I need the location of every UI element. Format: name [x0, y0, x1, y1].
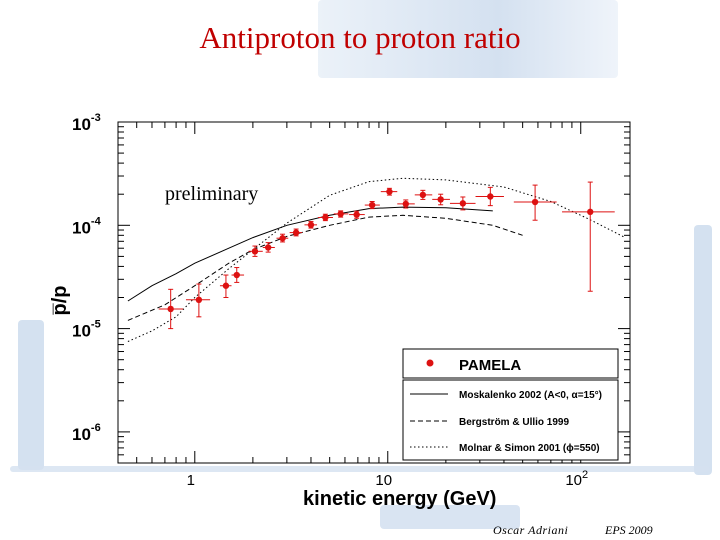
- data-point: [251, 248, 259, 255]
- data-point: [459, 200, 467, 207]
- legend-pamela-box: [402, 348, 619, 379]
- decorative-stripe-left: [18, 320, 44, 470]
- data-point: [386, 188, 393, 195]
- data-point: [195, 296, 203, 304]
- decorative-stripe-right: [694, 225, 712, 475]
- data-point: [368, 201, 376, 209]
- legend-pamela-marker: [426, 359, 434, 367]
- data-point: [587, 208, 594, 216]
- legend-model-label: Molnar & Simon 2001 (ϕ=550): [459, 443, 600, 454]
- data-point: [167, 305, 174, 313]
- data-point: [419, 191, 427, 199]
- curve-dashed: [127, 214, 523, 321]
- data-point: [353, 211, 360, 218]
- data-point: [322, 214, 329, 221]
- decorative-stripe-bottom: [10, 466, 710, 472]
- x-axis-label: kinetic energy (GeV): [303, 488, 496, 510]
- footer-event: EPS 2009: [605, 523, 653, 537]
- data-point: [222, 282, 230, 289]
- y-tick-label: 10-3: [72, 112, 101, 134]
- data-point: [307, 221, 315, 229]
- preliminary-annotation: preliminary: [165, 183, 258, 205]
- y-axis-label: p̅/p: [49, 286, 71, 316]
- y-tick-label: 10-6: [72, 422, 101, 444]
- decorative-stripe-bottom-2: [380, 505, 520, 529]
- y-tick-label: 10-5: [72, 319, 101, 341]
- decorative-stripe-top: [318, 0, 618, 78]
- data-point: [233, 271, 240, 279]
- x-tick-label: 10: [375, 472, 392, 489]
- x-tick-label: 1: [187, 472, 195, 489]
- data-point: [437, 196, 444, 203]
- curve-solid: [127, 206, 493, 302]
- footer-author: Oscar Adriani: [493, 523, 569, 537]
- x-tick-label: 102: [565, 469, 588, 489]
- data-point: [279, 235, 286, 242]
- data-point: [487, 193, 494, 200]
- data-point: [337, 210, 344, 218]
- legend-model-label: Bergström & Ullio 1999: [459, 417, 569, 428]
- data-point: [264, 244, 272, 251]
- legend-pamela-label: PAMELA: [459, 357, 521, 374]
- data-point: [531, 198, 539, 206]
- data-point: [402, 200, 409, 208]
- data-point: [292, 229, 300, 236]
- y-tick-label: 10-4: [72, 215, 102, 237]
- slide-title: Antiproton to proton ratio: [199, 20, 521, 55]
- legend-model-label: Moskalenko 2002 (A<0, α=15°): [459, 390, 602, 401]
